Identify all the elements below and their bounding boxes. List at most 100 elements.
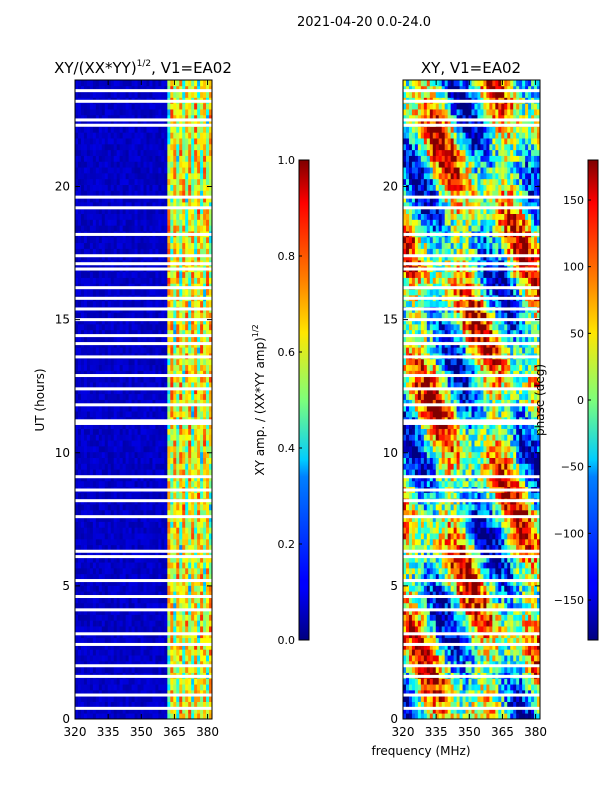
amplitude-heatmap-cell: [137, 248, 141, 255]
amplitude-heatmap-cell: [152, 393, 156, 400]
amplitude-heatmap-cell: [75, 637, 79, 644]
amplitude-heatmap-cell: [143, 422, 147, 429]
amplitude-heatmap-cell: [173, 254, 177, 261]
amplitude-heatmap-cell: [179, 138, 183, 145]
amplitude-heatmap-cell: [185, 376, 189, 383]
amplitude-heatmap-cell: [119, 405, 124, 412]
amplitude-heatmap-cell: [161, 358, 165, 366]
amplitude-heatmap-cell: [80, 509, 85, 517]
amplitude-heatmap-cell: [86, 533, 91, 540]
amplitude-heatmap-cell: [131, 399, 135, 406]
amplitude-heatmap-cell: [107, 643, 112, 650]
amplitude-heatmap-cell: [86, 480, 91, 488]
amplitude-heatmap-cell: [75, 172, 79, 180]
amplitude-heatmap-cell: [140, 91, 144, 98]
amplitude-heatmap-cell: [158, 161, 162, 168]
amplitude-heatmap-cell: [167, 463, 171, 470]
amplitude-heatmap-cell: [182, 225, 186, 232]
amplitude-heatmap-cell: [137, 538, 141, 546]
amplitude-heatmap-cell: [203, 521, 207, 528]
amplitude-heatmap-cell: [77, 689, 82, 697]
amplitude-heatmap-cell: [155, 428, 159, 435]
amplitude-heatmap-cell: [137, 689, 141, 697]
amplitude-heatmap-cell: [98, 254, 103, 261]
amplitude-heatmap-cell: [194, 440, 198, 447]
amplitude-heatmap-cell: [176, 649, 180, 656]
amplitude-heatmap-cell: [75, 463, 79, 470]
amplitude-heatmap-cell: [89, 626, 94, 633]
amplitude-heatmap-cell: [200, 370, 204, 377]
amplitude-heatmap-cell: [149, 521, 153, 528]
amplitude-heatmap-cell: [185, 562, 189, 569]
amplitude-heatmap-cell: [95, 143, 100, 151]
amplitude-heatmap-cell: [128, 318, 132, 325]
amplitude-heatmap-cell: [75, 573, 79, 580]
amplitude-heatmap-cell: [200, 649, 204, 656]
amplitude-heatmap-cell: [143, 451, 147, 458]
amplitude-heatmap-cell: [128, 242, 132, 249]
amplitude-heatmap-cell: [113, 312, 118, 319]
amplitude-heatmap-cell: [131, 509, 135, 517]
amplitude-heatmap-cell: [149, 85, 153, 93]
amplitude-heatmap-cell: [75, 190, 79, 197]
amplitude-heatmap-cell: [167, 445, 171, 453]
amplitude-heatmap-cell: [107, 434, 112, 441]
amplitude-heatmap-cell: [155, 143, 159, 151]
amplitude-heatmap-cell: [194, 161, 198, 168]
amplitude-heatmap-cell: [128, 103, 132, 110]
amplitude-heatmap-cell: [116, 550, 121, 557]
amplitude-heatmap-cell: [173, 562, 177, 569]
amplitude-heatmap-cell: [116, 643, 121, 650]
amplitude-heatmap-cell: [83, 225, 88, 232]
amplitude-heatmap-cell: [134, 132, 138, 139]
amplitude-heatmap-cell: [152, 689, 156, 697]
amplitude-heatmap-cell: [110, 190, 115, 197]
amplitude-heatmap-cell: [185, 405, 189, 412]
amplitude-heatmap-cell: [146, 387, 150, 395]
amplitude-heatmap-cell: [104, 143, 109, 151]
amplitude-heatmap-cell: [83, 620, 88, 627]
amplitude-heatmap-cell: [173, 300, 177, 307]
amplitude-heatmap-cell: [158, 463, 162, 470]
amplitude-heatmap-cell: [122, 701, 127, 708]
amplitude-heatmap-cell: [86, 207, 91, 215]
amplitude-heatmap-cell: [152, 649, 156, 656]
amplitude-heatmap-cell: [155, 434, 159, 441]
amplitude-heatmap-cell: [77, 614, 82, 621]
amplitude-heatmap-cell: [77, 219, 82, 226]
amplitude-heatmap-cell: [83, 480, 88, 488]
amplitude-heatmap-cell: [176, 109, 180, 116]
amplitude-heatmap-cell: [140, 178, 144, 185]
amplitude-heatmap-cell: [191, 492, 195, 499]
amplitude-heatmap-cell: [122, 707, 127, 714]
amplitude-heatmap-cell: [194, 236, 198, 244]
amplitude-heatmap-cell: [143, 149, 147, 156]
amplitude-heatmap-cell: [164, 347, 168, 354]
amplitude-heatmap-cell: [155, 335, 159, 342]
amplitude-heatmap-cell: [140, 538, 144, 546]
amplitude-heatmap-cell: [113, 492, 118, 499]
amplitude-heatmap-cell: [89, 655, 94, 662]
amplitude-heatmap-cell: [80, 544, 85, 551]
amplitude-heatmap-cell: [86, 684, 91, 691]
amplitude-heatmap-cell: [95, 364, 100, 371]
amplitude-heatmap-cell: [161, 213, 165, 220]
amplitude-heatmap-cell: [158, 695, 162, 702]
amplitude-heatmap-cell: [116, 149, 121, 156]
amplitude-heatmap-cell: [86, 614, 91, 621]
amplitude-heatmap-cell: [182, 660, 186, 668]
amplitude-heatmap-cell: [200, 701, 204, 708]
amplitude-heatmap-cell: [125, 695, 130, 702]
amplitude-heatmap-cell: [191, 457, 195, 464]
amplitude-heatmap-cell: [113, 382, 118, 389]
amplitude-heatmap-cell: [98, 393, 103, 400]
amplitude-heatmap-cell: [167, 161, 171, 168]
amplitude-heatmap-cell: [164, 172, 168, 180]
amplitude-heatmap-cell: [209, 562, 213, 569]
amplitude-heatmap-cell: [92, 684, 97, 691]
amplitude-heatmap-cell: [197, 219, 201, 226]
amplitude-heatmap-cell: [179, 504, 183, 511]
amplitude-heatmap-cell: [75, 451, 79, 458]
amplitude-heatmap-cell: [155, 620, 159, 627]
amplitude-heatmap-cell: [110, 387, 115, 395]
